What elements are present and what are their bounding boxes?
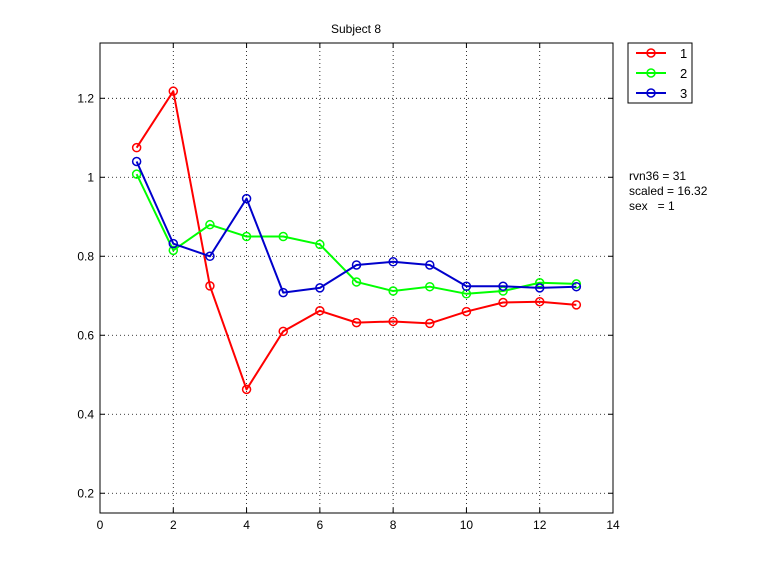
data-point xyxy=(534,296,545,307)
data-point xyxy=(168,238,179,249)
data-point xyxy=(131,169,142,179)
legend-swatch-marker xyxy=(646,68,656,78)
data-point xyxy=(315,283,325,293)
data-point xyxy=(205,281,215,291)
x-tick-label: 0 xyxy=(97,518,104,532)
data-point xyxy=(534,283,545,293)
data-point xyxy=(278,326,288,337)
data-point xyxy=(315,306,325,316)
x-tick-label: 10 xyxy=(460,518,474,532)
ticks: 0 2 4 6 8 10 12 14 0.2 0.4 0.6 0.8 1 1.2 xyxy=(77,43,620,532)
legend-item-2: 2 xyxy=(636,66,687,81)
data-point xyxy=(241,231,252,242)
annotation-scaled: scaled = 16.32 xyxy=(629,184,708,198)
series-group xyxy=(131,86,582,395)
series-line-3 xyxy=(135,161,577,294)
data-point xyxy=(168,245,179,256)
data-point xyxy=(571,279,582,289)
x-tick-label: 2 xyxy=(170,518,177,532)
x-tick-label: 4 xyxy=(243,518,250,532)
chart-title: Subject 8 xyxy=(331,22,381,36)
data-point xyxy=(241,193,252,204)
data-point xyxy=(498,281,508,292)
data-point xyxy=(205,219,215,230)
series-line-1 xyxy=(135,90,577,391)
data-point xyxy=(425,318,435,329)
data-point xyxy=(205,251,215,262)
y-tick-label: 0.6 xyxy=(77,328,94,342)
x-tick-label: 14 xyxy=(606,518,620,532)
data-point xyxy=(571,281,582,292)
legend-item-1: 1 xyxy=(636,46,687,61)
legend-label: 2 xyxy=(680,66,687,81)
x-tick-label: 6 xyxy=(317,518,324,532)
y-tick-label: 0.2 xyxy=(77,486,94,500)
legend-swatch-marker xyxy=(646,88,656,98)
x-tick-label: 8 xyxy=(390,518,397,532)
data-point xyxy=(534,277,545,288)
data-point xyxy=(388,316,398,327)
annotation-rvn36: rvn36 = 31 xyxy=(629,169,686,183)
data-point xyxy=(278,231,288,242)
data-point xyxy=(241,384,252,395)
y-tick-label: 1.2 xyxy=(77,91,94,105)
annotation-block: rvn36 = 31 scaled = 16.32 sex = 1 xyxy=(629,169,708,213)
data-point xyxy=(425,281,435,292)
data-point xyxy=(131,156,142,167)
data-point xyxy=(351,260,362,270)
data-point xyxy=(315,239,325,250)
data-point xyxy=(498,297,508,308)
grid-lines xyxy=(100,43,613,513)
plot-frame xyxy=(99,42,614,514)
series-3 xyxy=(131,156,582,298)
data-point xyxy=(131,142,142,153)
y-tick-label: 0.8 xyxy=(77,249,94,263)
data-point xyxy=(461,306,472,317)
data-point xyxy=(278,287,288,298)
data-point xyxy=(388,257,398,267)
data-point xyxy=(571,300,582,310)
data-point xyxy=(388,286,398,296)
legend-item-3: 3 xyxy=(636,86,687,101)
y-tick-label: 1 xyxy=(87,170,94,184)
data-point xyxy=(351,277,362,287)
data-point xyxy=(461,281,472,292)
legend-label: 1 xyxy=(680,46,687,61)
legend: 1 2 3 xyxy=(627,42,693,104)
series-1 xyxy=(131,86,582,395)
data-point xyxy=(425,260,435,270)
y-tick-label: 0.4 xyxy=(77,407,94,421)
annotation-sex: sex = 1 xyxy=(629,199,675,213)
data-point xyxy=(168,86,179,96)
data-point xyxy=(351,317,362,328)
legend-label: 3 xyxy=(680,86,687,101)
x-tick-label: 12 xyxy=(533,518,547,532)
legend-swatch-marker xyxy=(646,48,656,58)
